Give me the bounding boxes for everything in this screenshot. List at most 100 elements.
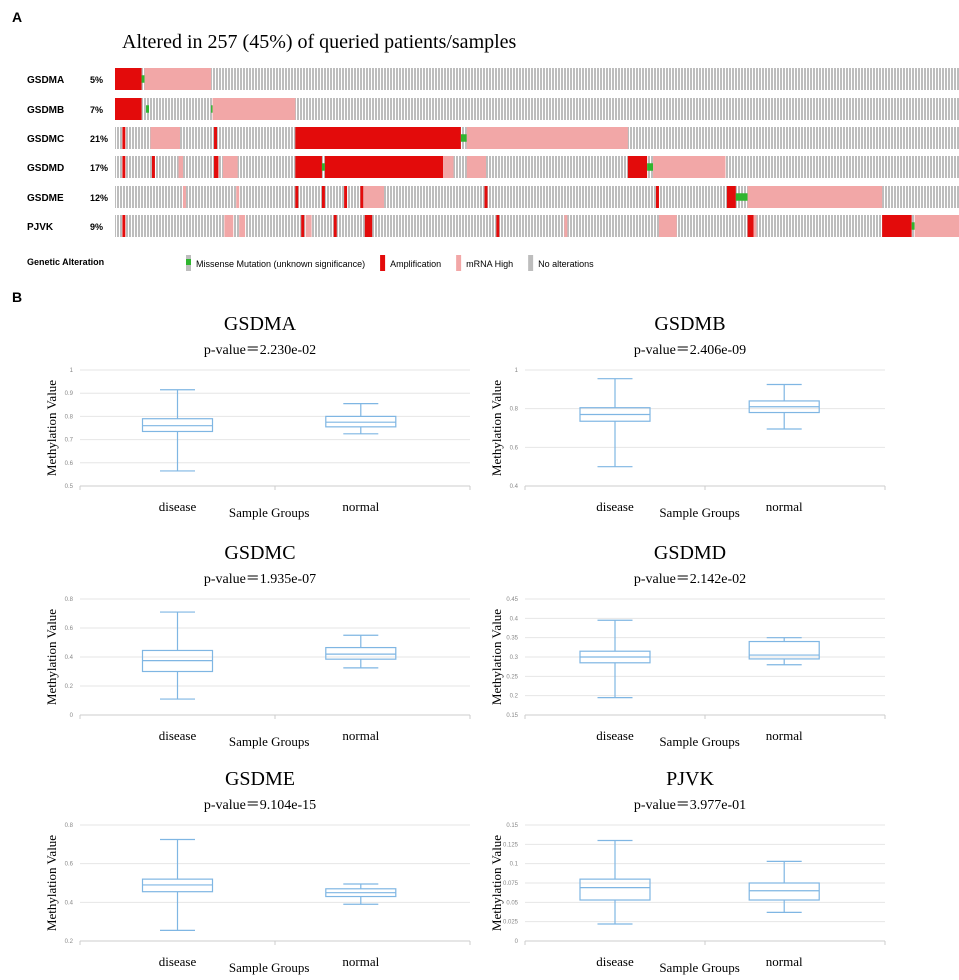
chart-subtitle: p-value＝2.406e-09 — [634, 343, 746, 358]
alteration — [214, 156, 219, 178]
alteration — [735, 193, 748, 201]
y-tick-label: 0.7 — [65, 438, 74, 444]
y-tick-label: 0.4 — [65, 655, 74, 661]
alteration — [360, 186, 364, 208]
legend-swatch — [380, 255, 386, 271]
box — [325, 646, 397, 660]
alteration — [301, 215, 305, 237]
alteration — [460, 134, 467, 142]
alteration — [295, 127, 461, 149]
alteration — [364, 215, 373, 237]
x-tick-label: disease — [596, 728, 634, 743]
legend-swatch — [528, 255, 534, 271]
y-tick-label: 0.8 — [65, 414, 74, 420]
alteration — [647, 163, 654, 171]
alteration — [122, 215, 126, 237]
chart-subtitle: p-value＝2.230e-02 — [204, 343, 316, 358]
alteration — [141, 75, 145, 83]
alteration — [747, 215, 754, 237]
alteration — [321, 186, 325, 208]
legend-swatch — [456, 255, 462, 271]
y-axis-label: Methylation Value — [489, 835, 504, 931]
alteration — [212, 98, 296, 120]
legend-title: Genetic Alteration — [27, 257, 104, 267]
y-tick-label: 0.8 — [65, 823, 74, 829]
x-tick-label: normal — [342, 728, 379, 743]
alteration — [658, 215, 677, 237]
y-axis-label: Methylation Value — [489, 609, 504, 705]
y-tick-label: 0 — [70, 713, 74, 719]
alteration — [115, 98, 142, 120]
x-axis-label: Sample Groups — [229, 960, 310, 975]
y-tick-label: 0.5 — [65, 484, 74, 490]
x-tick-label: disease — [159, 728, 197, 743]
gene-label: GSDME — [27, 193, 64, 204]
alteration — [222, 156, 238, 178]
y-tick-label: 0.4 — [510, 616, 519, 622]
alteration — [239, 215, 246, 237]
alteration — [214, 127, 217, 149]
chart-subtitle: p-value＝3.977e-01 — [634, 798, 746, 813]
x-axis-label: Sample Groups — [229, 734, 310, 749]
y-tick-label: 0.2 — [510, 694, 519, 700]
x-tick-label: disease — [159, 954, 197, 969]
chart-title: GSDMB — [654, 313, 725, 335]
chart-title: GSDMA — [224, 313, 297, 335]
gene-label: GSDMA — [27, 75, 64, 86]
alteration — [363, 186, 385, 208]
alteration — [753, 215, 757, 237]
alteration — [484, 186, 488, 208]
legend-label: No alterations — [538, 259, 594, 269]
alteration — [914, 215, 959, 237]
chart-title: GSDMD — [654, 542, 726, 564]
y-axis-label: Methylation Value — [44, 609, 59, 705]
chart-subtitle: p-value＝9.104e-15 — [204, 798, 316, 813]
alteration — [146, 105, 149, 113]
box — [748, 882, 820, 901]
alteration — [627, 156, 648, 178]
gene-label: GSDMC — [27, 134, 64, 145]
x-tick-label: disease — [596, 954, 634, 969]
alteration — [144, 68, 212, 90]
gene-label: GSDMB — [27, 105, 64, 116]
y-tick-label: 0.25 — [506, 674, 518, 680]
y-axis-label: Methylation Value — [44, 380, 59, 476]
alteration — [466, 156, 487, 178]
alteration — [726, 186, 736, 208]
alteration — [333, 215, 337, 237]
alteration — [182, 186, 186, 208]
percent-label: 17% — [90, 163, 108, 173]
y-tick-label: 0.8 — [510, 407, 519, 413]
panel-label: B — [12, 289, 22, 305]
y-tick-label: 0.35 — [506, 636, 518, 642]
alteration — [151, 156, 155, 178]
alteration — [653, 156, 726, 178]
box — [579, 878, 651, 901]
y-tick-label: 0.6 — [65, 461, 74, 467]
alteration — [305, 215, 312, 237]
y-axis-label: Methylation Value — [44, 835, 59, 931]
y-tick-label: 0.125 — [503, 842, 519, 848]
legend-label: Missense Mutation (unknown significance) — [196, 259, 365, 269]
x-axis-label: Sample Groups — [659, 505, 740, 520]
y-tick-label: 0.075 — [503, 881, 519, 887]
y-tick-label: 1 — [515, 368, 519, 374]
x-tick-label: disease — [159, 499, 197, 514]
chart-subtitle: p-value＝2.142e-02 — [634, 572, 746, 587]
alteration — [324, 156, 444, 178]
x-tick-label: normal — [766, 728, 803, 743]
y-tick-label: 0.1 — [510, 862, 519, 868]
alteration — [295, 186, 299, 208]
panel-label: A — [12, 9, 22, 25]
x-axis-label: Sample Groups — [659, 960, 740, 975]
y-tick-label: 1 — [70, 368, 74, 374]
y-tick-label: 0.6 — [65, 862, 74, 868]
alteration — [655, 186, 659, 208]
gene-label: GSDMD — [27, 163, 64, 174]
alteration — [122, 156, 126, 178]
y-tick-label: 0.15 — [506, 823, 518, 829]
alteration — [911, 222, 915, 230]
y-tick-label: 0.05 — [506, 900, 518, 906]
x-tick-label: normal — [766, 499, 803, 514]
alteration — [236, 186, 240, 208]
